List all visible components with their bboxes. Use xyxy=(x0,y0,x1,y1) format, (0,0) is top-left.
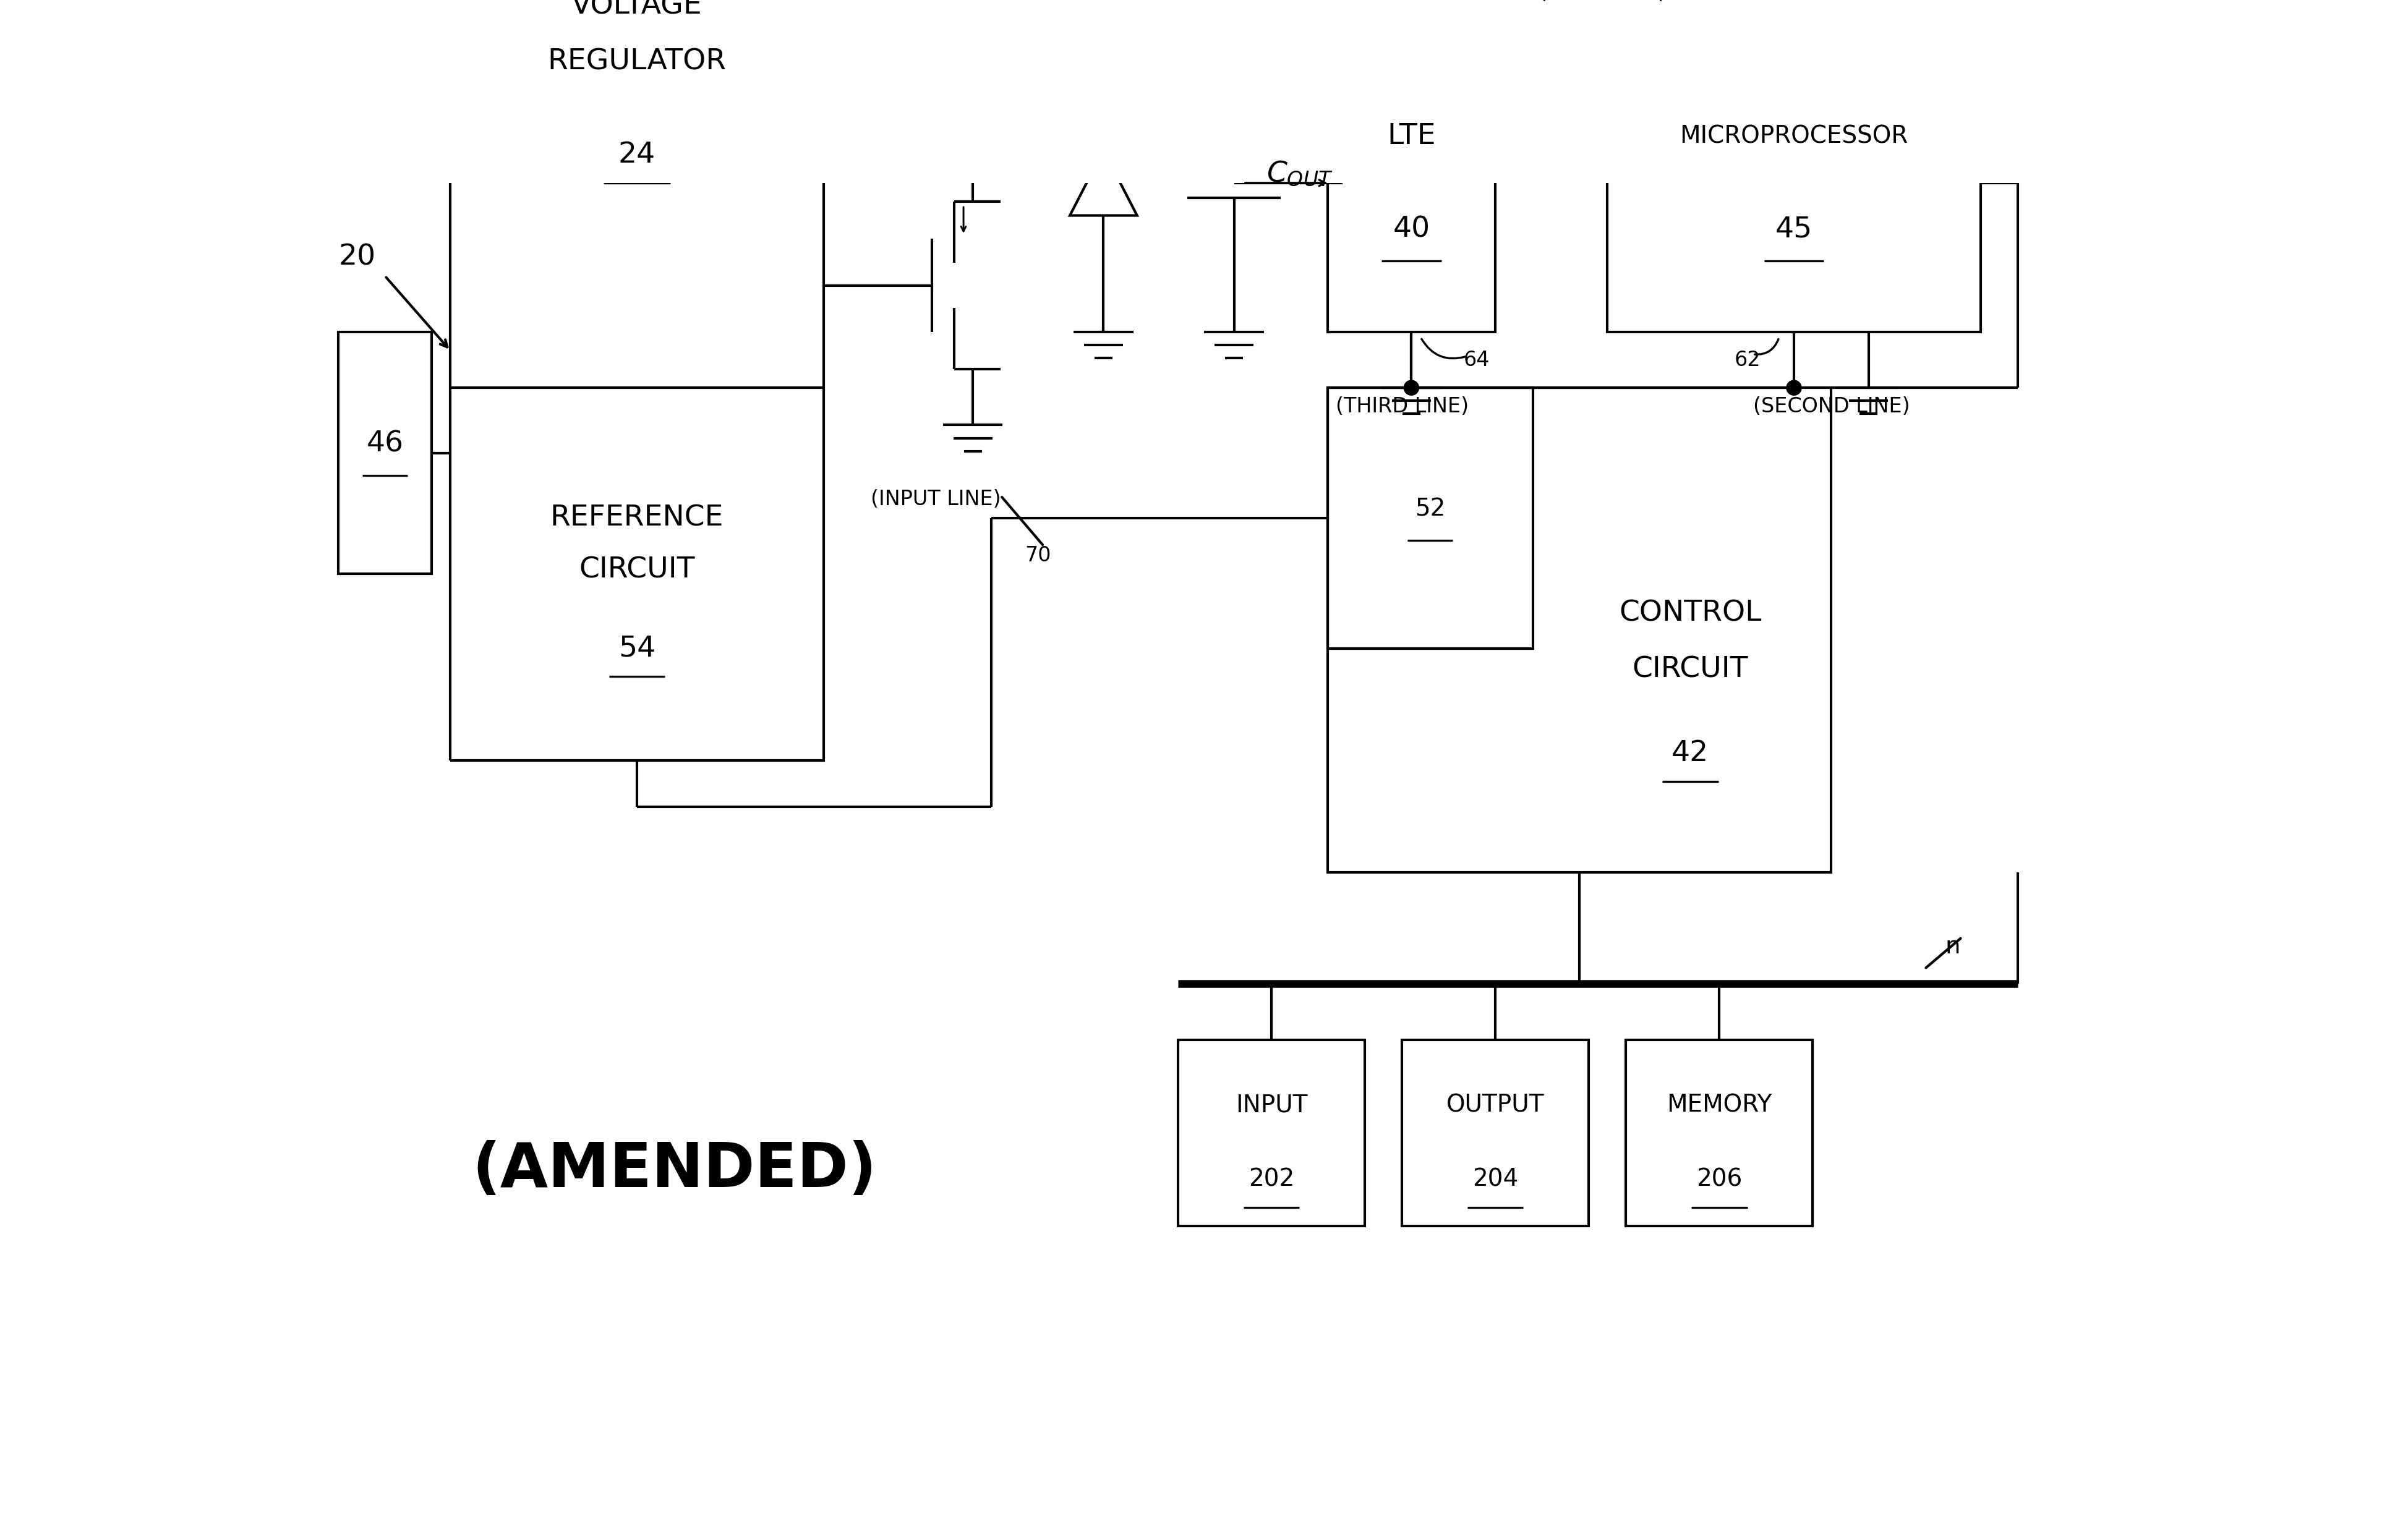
Text: CONTROL: CONTROL xyxy=(1618,599,1763,628)
Text: (INPUT LINE): (INPUT LINE) xyxy=(869,489,1002,509)
Text: CIRCUIT: CIRCUIT xyxy=(1633,655,1748,683)
Text: (FIRST LINE): (FIRST LINE) xyxy=(1539,0,1666,3)
Text: MEMORY: MEMORY xyxy=(1666,1093,1772,1117)
Circle shape xyxy=(1404,381,1418,395)
Circle shape xyxy=(1320,26,1334,41)
Text: 54: 54 xyxy=(619,634,655,663)
Text: OUTPUT: OUTPUT xyxy=(1447,1093,1544,1117)
Bar xyxy=(450,0,824,760)
Text: REFERENCE: REFERENCE xyxy=(549,504,725,532)
Text: 206: 206 xyxy=(1695,1167,1743,1192)
Text: 24: 24 xyxy=(619,142,655,169)
Text: CIRCUIT: CIRCUIT xyxy=(578,556,696,584)
Text: INPUT: INPUT xyxy=(1235,1093,1308,1117)
Text: 64: 64 xyxy=(1464,349,1491,370)
Bar xyxy=(1178,1039,1365,1225)
Bar xyxy=(1401,1039,1589,1225)
Circle shape xyxy=(1226,26,1243,41)
Bar xyxy=(1609,34,1979,332)
Text: VOLTAGE: VOLTAGE xyxy=(571,0,703,20)
Text: 52: 52 xyxy=(1416,497,1445,521)
Text: $C_{OUT}$: $C_{OUT}$ xyxy=(1267,160,1332,187)
Circle shape xyxy=(966,82,980,98)
Text: n: n xyxy=(1946,934,1960,959)
Text: MICROPROCESSOR: MICROPROCESSOR xyxy=(1681,125,1907,148)
Text: 42: 42 xyxy=(1671,739,1710,767)
Text: 46: 46 xyxy=(366,430,405,457)
Circle shape xyxy=(1787,26,1801,41)
Text: (AMENDED): (AMENDED) xyxy=(472,1140,877,1199)
Circle shape xyxy=(1404,26,1418,41)
Bar xyxy=(1327,387,1531,649)
Text: 62: 62 xyxy=(1734,349,1760,370)
Circle shape xyxy=(1787,381,1801,395)
Text: (SECOND LINE): (SECOND LINE) xyxy=(1753,396,1910,416)
Bar xyxy=(337,332,431,575)
Bar xyxy=(1327,387,1832,872)
Text: 20: 20 xyxy=(340,244,376,271)
Text: 202: 202 xyxy=(1247,1167,1296,1192)
Bar xyxy=(1327,34,1495,332)
Text: (THIRD LINE): (THIRD LINE) xyxy=(1336,396,1469,416)
Text: 40: 40 xyxy=(1392,215,1430,244)
Circle shape xyxy=(966,82,980,98)
Text: LTE: LTE xyxy=(1387,122,1435,151)
Bar xyxy=(1625,1039,1813,1225)
Text: 45: 45 xyxy=(1775,215,1813,244)
Text: 70: 70 xyxy=(1026,546,1052,565)
Text: 204: 204 xyxy=(1471,1167,1519,1192)
Text: REGULATOR: REGULATOR xyxy=(547,47,727,76)
